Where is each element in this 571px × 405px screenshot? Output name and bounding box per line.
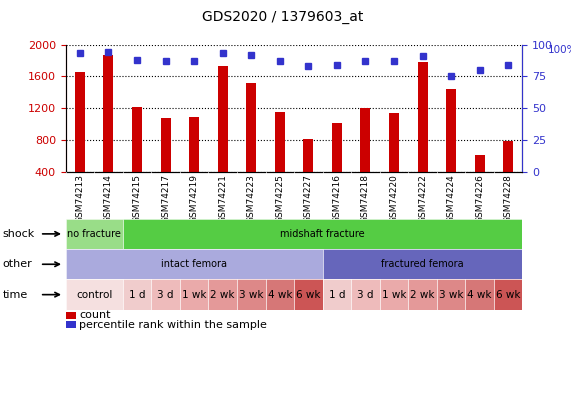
Text: control: control bbox=[76, 290, 112, 300]
Text: time: time bbox=[3, 290, 28, 300]
Text: GSM74225: GSM74225 bbox=[275, 175, 284, 223]
Text: GSM74214: GSM74214 bbox=[104, 175, 113, 223]
Text: intact femora: intact femora bbox=[161, 259, 227, 269]
Text: GSM74213: GSM74213 bbox=[75, 175, 85, 224]
Bar bbox=[189, 117, 199, 204]
Text: no fracture: no fracture bbox=[67, 229, 121, 239]
Text: 6 wk: 6 wk bbox=[496, 290, 520, 300]
Text: 1 wk: 1 wk bbox=[382, 290, 406, 300]
Text: GSM74220: GSM74220 bbox=[389, 175, 399, 223]
Text: GSM74216: GSM74216 bbox=[332, 175, 341, 224]
Text: 1 wk: 1 wk bbox=[182, 290, 206, 300]
Text: GSM74218: GSM74218 bbox=[361, 175, 370, 224]
Bar bbox=[389, 113, 399, 204]
Text: GSM74222: GSM74222 bbox=[418, 175, 427, 223]
Text: shock: shock bbox=[3, 229, 35, 239]
Bar bbox=[218, 66, 228, 204]
Text: GSM74219: GSM74219 bbox=[190, 175, 199, 224]
Text: 100%: 100% bbox=[548, 45, 571, 55]
Text: GSM74227: GSM74227 bbox=[304, 175, 313, 223]
Text: midshaft fracture: midshaft fracture bbox=[280, 229, 365, 239]
Bar bbox=[75, 72, 85, 204]
Text: fractured femora: fractured femora bbox=[381, 259, 464, 269]
Bar bbox=[103, 55, 114, 204]
Bar bbox=[503, 141, 513, 204]
Text: other: other bbox=[3, 259, 33, 269]
Text: 3 wk: 3 wk bbox=[439, 290, 463, 300]
Text: 6 wk: 6 wk bbox=[296, 290, 320, 300]
Bar bbox=[275, 111, 285, 204]
Text: 2 wk: 2 wk bbox=[211, 290, 235, 300]
Bar bbox=[446, 89, 456, 204]
Bar bbox=[246, 83, 256, 204]
Text: 1 d: 1 d bbox=[329, 290, 345, 300]
Text: 3 d: 3 d bbox=[357, 290, 373, 300]
Text: GDS2020 / 1379603_at: GDS2020 / 1379603_at bbox=[202, 10, 363, 24]
Text: GSM74226: GSM74226 bbox=[475, 175, 484, 223]
Text: GSM74223: GSM74223 bbox=[247, 175, 256, 223]
Bar bbox=[160, 118, 171, 204]
Text: count: count bbox=[79, 311, 111, 320]
Bar bbox=[475, 155, 485, 204]
Text: percentile rank within the sample: percentile rank within the sample bbox=[79, 320, 267, 330]
Text: 3 wk: 3 wk bbox=[239, 290, 263, 300]
Bar bbox=[360, 109, 371, 204]
Text: GSM74224: GSM74224 bbox=[447, 175, 456, 223]
Bar bbox=[132, 107, 142, 204]
Text: GSM74215: GSM74215 bbox=[132, 175, 142, 224]
Bar bbox=[303, 139, 313, 204]
Text: 4 wk: 4 wk bbox=[268, 290, 292, 300]
Text: 1 d: 1 d bbox=[129, 290, 145, 300]
Text: GSM74228: GSM74228 bbox=[504, 175, 513, 223]
Bar bbox=[417, 62, 428, 204]
Bar bbox=[332, 123, 342, 204]
Text: GSM74217: GSM74217 bbox=[161, 175, 170, 224]
Text: 4 wk: 4 wk bbox=[468, 290, 492, 300]
Text: 2 wk: 2 wk bbox=[411, 290, 435, 300]
Text: 3 d: 3 d bbox=[158, 290, 174, 300]
Text: GSM74221: GSM74221 bbox=[218, 175, 227, 223]
